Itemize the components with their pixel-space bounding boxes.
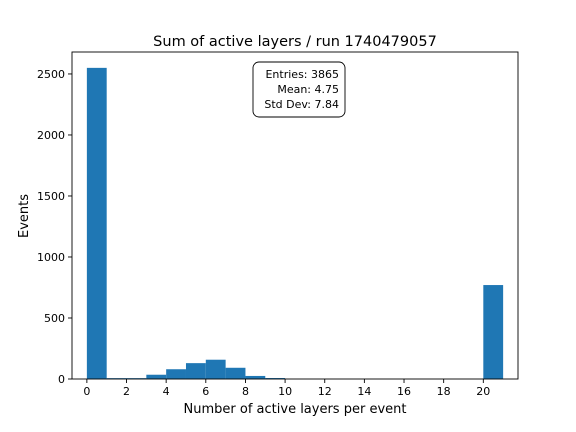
x-axis-ticks: 0 2 4 6 8 10 12 14 16 18 20 [83, 379, 490, 398]
histogram-bar [185, 363, 206, 379]
histogram-bar [225, 367, 246, 379]
x-tick-label: 4 [163, 385, 170, 398]
y-tick-label: 1500 [37, 190, 65, 203]
y-tick-label: 500 [44, 312, 65, 325]
histogram-bar [483, 285, 504, 379]
x-tick-label: 18 [437, 385, 451, 398]
x-tick-label: 10 [278, 385, 292, 398]
x-tick-label: 8 [242, 385, 249, 398]
y-tick-label: 1000 [37, 251, 65, 264]
histogram-bar [245, 375, 266, 379]
stats-entries: Entries: 3865 [265, 68, 339, 81]
y-axis-label: Events [17, 194, 32, 238]
y-tick-label: 0 [58, 373, 65, 386]
plot-frame [71, 51, 519, 380]
x-axis-label: Number of active layers per event [184, 402, 407, 417]
histogram-bar [86, 67, 107, 379]
stats-mean: Mean: 4.75 [277, 83, 339, 96]
y-tick-label: 2500 [37, 68, 65, 81]
histogram-bar [205, 359, 226, 379]
histogram-bar [166, 369, 186, 379]
chart-title: Sum of active layers / run 1740479057 [153, 34, 437, 50]
x-tick-label: 20 [476, 385, 490, 398]
x-tick-label: 14 [357, 385, 371, 398]
stats-std-dev: Std Dev: 7.84 [264, 98, 339, 111]
stats-box: Entries: 3865 Mean: 4.75 Std Dev: 7.84 [252, 61, 346, 118]
y-tick-label: 2000 [37, 129, 65, 142]
histogram-bar [146, 374, 167, 379]
histogram-bar [265, 378, 286, 379]
x-tick-label: 0 [83, 385, 90, 398]
x-tick-label: 2 [123, 385, 130, 398]
x-tick-label: 6 [202, 385, 209, 398]
x-tick-label: 12 [318, 385, 332, 398]
y-axis-ticks: 0 500 1000 1500 2000 2500 [37, 68, 72, 386]
x-tick-label: 16 [397, 385, 411, 398]
stats-box-frame [252, 61, 346, 118]
